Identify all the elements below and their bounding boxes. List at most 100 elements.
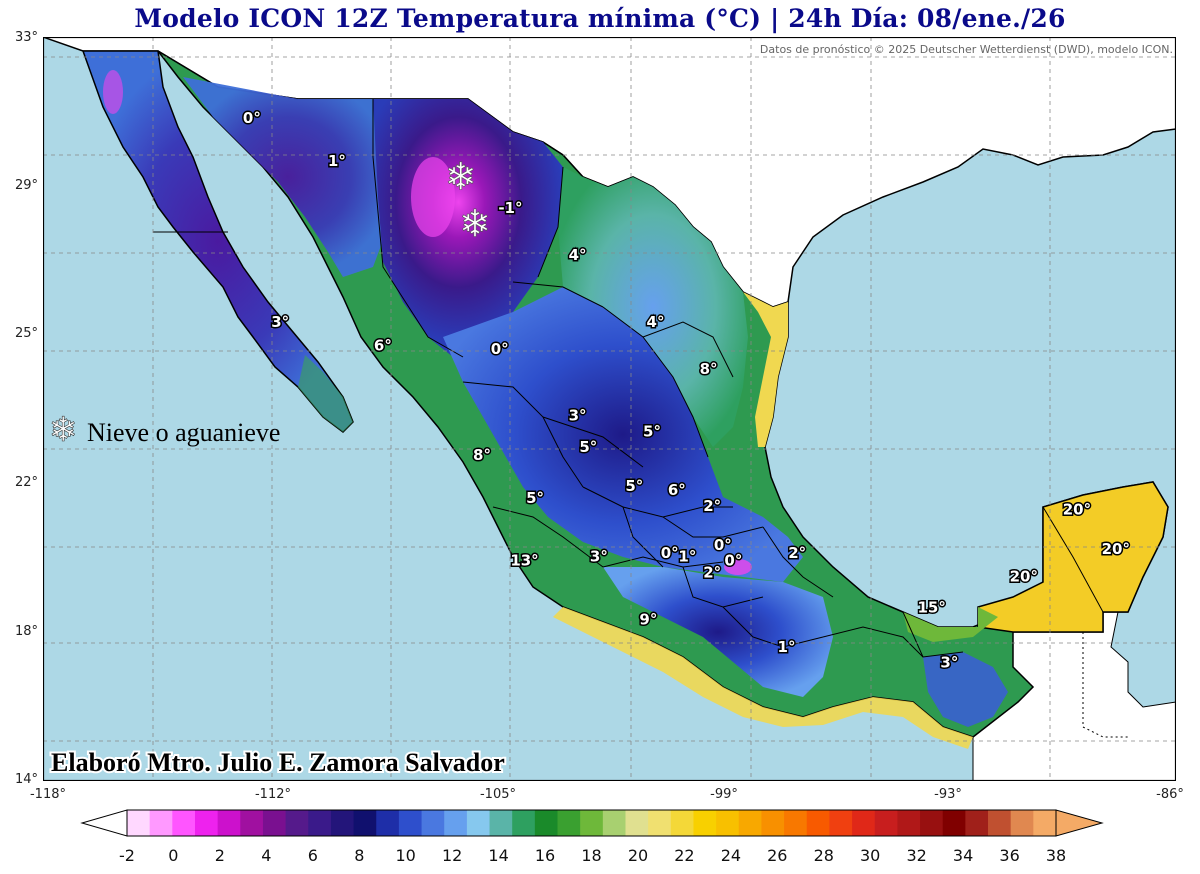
colorbar-cell <box>398 810 423 836</box>
colorbar-cell <box>874 810 898 836</box>
colorbar-cell <box>784 810 808 836</box>
temperature-label: 0° <box>661 544 679 562</box>
sierra-madre-cold-region <box>443 287 803 582</box>
colorbar-cell <box>285 810 309 836</box>
temperature-label: 20° <box>1102 540 1130 558</box>
temperature-label: 3° <box>940 653 958 671</box>
colorbar-outline <box>126 809 1057 837</box>
colorbar-tick-label: 22 <box>674 846 695 865</box>
snowflake-icon: ❄ <box>49 410 78 450</box>
colorbar-cell <box>149 810 173 836</box>
temperature-label: 3° <box>569 407 587 425</box>
colorbar-cell <box>625 810 649 836</box>
colorbar <box>80 809 1104 837</box>
y-tick-label: 33° <box>14 30 38 45</box>
state-borders <box>153 99 1104 658</box>
colorbar-cell <box>716 810 740 836</box>
colorbar-tick-label: 16 <box>534 846 556 865</box>
colorbar-cell <box>942 810 966 836</box>
temperature-label: 0° <box>714 536 732 554</box>
map-panel: 0° 1° -1° 3° 4° 6° 0° 4° 8° 3° 5° 8° 5° 5° 5° 6° 2° 13° 3°… <box>42 36 1177 782</box>
temperature-label: 4° <box>569 246 587 264</box>
temperature-label: 2° <box>703 563 721 581</box>
colorbar-cell <box>988 810 1012 836</box>
colorbar-cell <box>353 810 377 836</box>
colorbar-cell <box>602 810 626 836</box>
colorbar-cell <box>262 810 287 836</box>
colorbar-cell <box>466 810 491 836</box>
colorbar-cell <box>829 810 853 836</box>
temperature-map: 0°1°-1°3°4°6° 0°4°8°3°5°8° 5°5°5° 6°2°13° 3°… <box>42 36 1177 782</box>
colorbar-tick-label: 2 <box>214 846 225 865</box>
y-tick-label: 25° <box>14 326 38 341</box>
frost-core <box>411 157 455 237</box>
colorbar-cell <box>648 810 672 836</box>
colorbar-cell <box>920 810 944 836</box>
x-tick-label: -86° <box>1156 787 1184 802</box>
colorbar-cell <box>852 810 876 836</box>
colorbar-cell <box>194 810 219 836</box>
grid-lines <box>43 37 1176 781</box>
colorbar-tick-label: 30 <box>860 846 881 865</box>
temperature-labels: 0°1°-1°3°4°6° 0°4°8°3°5°8° 5°5°5° 6°2°13° 3°… <box>241 108 1131 673</box>
colorbar-tick-label: 24 <box>720 846 742 865</box>
temperature-label: 5° <box>625 477 643 495</box>
y-tick-label: 14° <box>14 772 38 787</box>
frost-core <box>103 70 123 114</box>
colorbar-cell <box>127 810 151 836</box>
x-tick-label: -112° <box>254 787 291 802</box>
colorbar-cell <box>330 810 355 836</box>
temperature-label: 15° <box>918 599 946 617</box>
map-title: Modelo ICON 12Z Temperatura mínima (°C) … <box>134 4 1066 33</box>
temperature-label: 5° <box>526 489 544 507</box>
colorbar-tick-label: 12 <box>442 846 463 865</box>
snowflake-icon: ❄ <box>459 202 491 246</box>
colorbar-tick-label: 28 <box>813 846 834 865</box>
colorbar-cell <box>512 810 536 836</box>
colorbar-cell <box>240 810 264 836</box>
x-tick-label: -99° <box>710 787 738 802</box>
colorbar-cell <box>172 810 196 836</box>
colorbar-cell <box>1010 810 1034 836</box>
temperature-label: 9° <box>639 610 657 628</box>
temperature-label: 20° <box>1010 567 1038 585</box>
temperature-label: 0° <box>724 552 742 570</box>
colorbar-cell <box>308 810 332 836</box>
temperature-label: 5° <box>643 422 661 440</box>
colorbar-tick-label: 8 <box>354 846 365 865</box>
temperature-label: 20° <box>1063 501 1091 519</box>
temperature-label: 8° <box>473 446 491 464</box>
colorbar-cell <box>217 810 241 836</box>
colorbar-tick-label: 32 <box>906 846 927 865</box>
colorbar-tick-label: 4 <box>261 846 272 865</box>
temperature-label: 1° <box>778 638 796 656</box>
colorbar-tick-label: 34 <box>952 846 974 865</box>
temperature-label: -1° <box>498 199 522 217</box>
x-tick-label: -93° <box>934 787 962 802</box>
colorbar-tick-label: 38 <box>1045 846 1067 865</box>
temperature-label: 1° <box>328 152 346 170</box>
temperature-label: 6° <box>668 481 686 499</box>
colorbar-tick-label: 26 <box>767 846 788 865</box>
colorbar-cell <box>1033 810 1057 836</box>
map-border <box>42 36 1177 782</box>
northeast-mild-region <box>558 167 748 447</box>
y-tick-label: 18° <box>14 624 38 639</box>
temperature-label: 0° <box>243 109 261 127</box>
author-label: Elaboró Mtro. Julio E. Zamora Salvador <box>51 748 505 777</box>
snow-legend-label: Nieve o aguanieve <box>87 418 280 447</box>
y-tick-label: 22° <box>14 475 38 490</box>
northwest-cold-region <box>183 77 393 277</box>
colorbar-min-arrow <box>80 809 128 837</box>
temperature-label: 2° <box>703 497 721 515</box>
colorbar-cell <box>421 810 445 836</box>
chiapas-cold-region <box>923 652 1008 727</box>
colorbar-cell <box>580 810 604 836</box>
chihuahua-cold-region <box>373 99 563 357</box>
temperature-label: 5° <box>579 438 597 456</box>
colorbar-cell <box>693 810 717 836</box>
data-credit: Datos de pronóstico © 2025 Deutscher Wet… <box>760 43 1173 56</box>
colorbar-tick-label: 0 <box>168 846 179 865</box>
colorbar-cell <box>897 810 921 836</box>
colorbar-cell <box>670 810 694 836</box>
